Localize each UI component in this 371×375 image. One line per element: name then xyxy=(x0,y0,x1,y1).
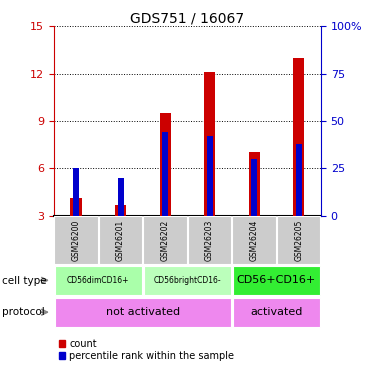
Text: CD56+CD16+: CD56+CD16+ xyxy=(237,275,316,285)
Text: GSM26202: GSM26202 xyxy=(161,219,170,261)
Bar xyxy=(251,159,257,216)
Bar xyxy=(143,216,187,264)
Bar xyxy=(70,198,82,216)
Bar xyxy=(188,216,232,264)
Bar xyxy=(115,206,126,216)
Bar xyxy=(207,136,213,216)
Bar xyxy=(277,216,321,264)
Bar xyxy=(296,144,302,216)
Text: CD56dimCD16+: CD56dimCD16+ xyxy=(67,276,129,285)
Bar xyxy=(54,216,98,264)
Text: CD56brightCD16-: CD56brightCD16- xyxy=(154,276,221,285)
Text: GSM26203: GSM26203 xyxy=(205,219,214,261)
Text: not activated: not activated xyxy=(106,307,180,317)
Bar xyxy=(55,297,231,327)
Bar xyxy=(233,266,320,295)
Text: protocol: protocol xyxy=(2,308,45,317)
Text: GSM26201: GSM26201 xyxy=(116,219,125,261)
Title: GDS751 / 16067: GDS751 / 16067 xyxy=(130,11,244,25)
Text: cell type: cell type xyxy=(2,276,46,285)
Bar xyxy=(232,216,276,264)
Bar xyxy=(249,152,260,216)
Text: activated: activated xyxy=(250,307,303,317)
Text: GSM26200: GSM26200 xyxy=(72,219,81,261)
Bar xyxy=(204,72,215,216)
Bar xyxy=(55,266,142,295)
Bar xyxy=(144,266,231,295)
Bar xyxy=(99,216,142,264)
Bar xyxy=(233,297,320,327)
Bar xyxy=(73,168,79,216)
Bar xyxy=(162,132,168,216)
Text: GSM26205: GSM26205 xyxy=(294,219,303,261)
Bar xyxy=(118,178,124,216)
Legend: count, percentile rank within the sample: count, percentile rank within the sample xyxy=(59,339,234,361)
Bar xyxy=(293,58,304,216)
Text: GSM26204: GSM26204 xyxy=(250,219,259,261)
Bar xyxy=(160,113,171,216)
